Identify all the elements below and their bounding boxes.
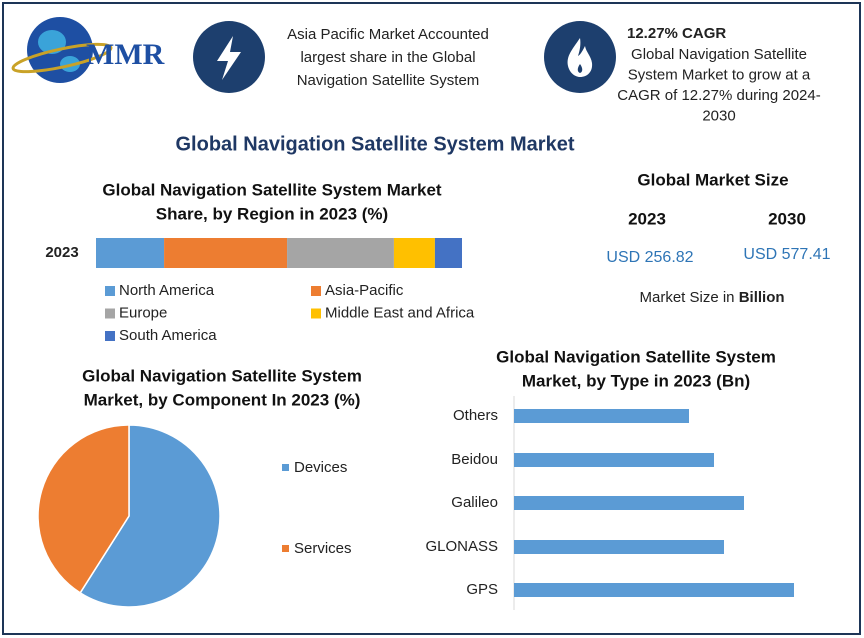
bar <box>514 496 744 510</box>
bar <box>514 453 714 467</box>
y-tick-label: Beidou <box>451 451 498 468</box>
header-title: 12.27% CAGR <box>627 25 726 42</box>
market-value: USD 577.41 <box>743 246 830 263</box>
chart-title: Global Navigation Satellite System <box>82 366 362 385</box>
legend-swatch <box>282 464 289 471</box>
year-label: 2030 <box>768 209 806 228</box>
year-label: 2023 <box>628 209 666 228</box>
chart-title: Global Navigation Satellite System <box>496 347 776 366</box>
legend-swatch <box>282 545 289 552</box>
legend-label: Asia-Pacific <box>325 282 404 299</box>
header-text: Navigation Satellite System <box>297 72 480 89</box>
legend-label: Europe <box>119 304 167 321</box>
legend-label: Services <box>294 540 352 557</box>
legend-label: Middle East and Africa <box>325 304 475 321</box>
legend-swatch <box>311 308 321 319</box>
logo-text: MMR <box>86 38 165 71</box>
legend-label: North America <box>119 282 215 299</box>
y-tick-label: Others <box>453 407 498 424</box>
bar-segment <box>96 238 165 268</box>
note-unit: Billion <box>739 289 785 306</box>
y-tick-label: GPS <box>466 581 498 598</box>
category-label: 2023 <box>45 244 78 261</box>
legend-label: South America <box>119 327 217 344</box>
note-text: Market Size in <box>639 289 738 306</box>
legend-swatch <box>311 286 321 296</box>
bolt-icon <box>217 36 241 80</box>
bar-segment <box>287 238 394 268</box>
legend-swatch <box>105 286 115 296</box>
chart-title: Market, by Type in 2023 (Bn) <box>522 371 750 390</box>
header-text: Asia Pacific Market Accounted <box>287 26 489 43</box>
logo: MMR <box>11 17 165 83</box>
chart-title: Market, by Component In 2023 (%) <box>84 390 361 409</box>
header-text: CAGR of 12.27% during 2024- <box>617 87 820 104</box>
header-text: 2030 <box>702 107 735 124</box>
legend-label: Devices <box>294 459 347 476</box>
pie-slice <box>37 424 130 594</box>
header-text: System Market to grow at a <box>628 66 811 83</box>
market-value: USD 256.82 <box>606 249 693 266</box>
chart-title: Share, by Region in 2023 (%) <box>156 204 388 223</box>
header-text: Global Navigation Satellite <box>631 46 807 63</box>
legend-swatch <box>105 331 115 341</box>
legend-swatch <box>105 308 115 319</box>
bar-segment <box>393 238 435 268</box>
flame-icon <box>567 38 593 77</box>
y-tick-label: GLONASS <box>425 538 498 555</box>
bar <box>514 540 724 554</box>
market-size-title: Global Market Size <box>637 170 788 189</box>
header-text: largest share in the Global <box>300 49 475 66</box>
main-title: Global Navigation Satellite System Marke… <box>175 133 574 155</box>
chart-title: Global Navigation Satellite System Marke… <box>102 180 442 199</box>
market-note: Market Size in Billion <box>639 289 784 306</box>
pie-slice <box>79 424 221 608</box>
bar-segment <box>434 238 462 268</box>
y-tick-label: Galileo <box>451 494 498 511</box>
bar-segment <box>164 238 288 268</box>
bar <box>514 583 794 597</box>
bar <box>514 409 689 423</box>
